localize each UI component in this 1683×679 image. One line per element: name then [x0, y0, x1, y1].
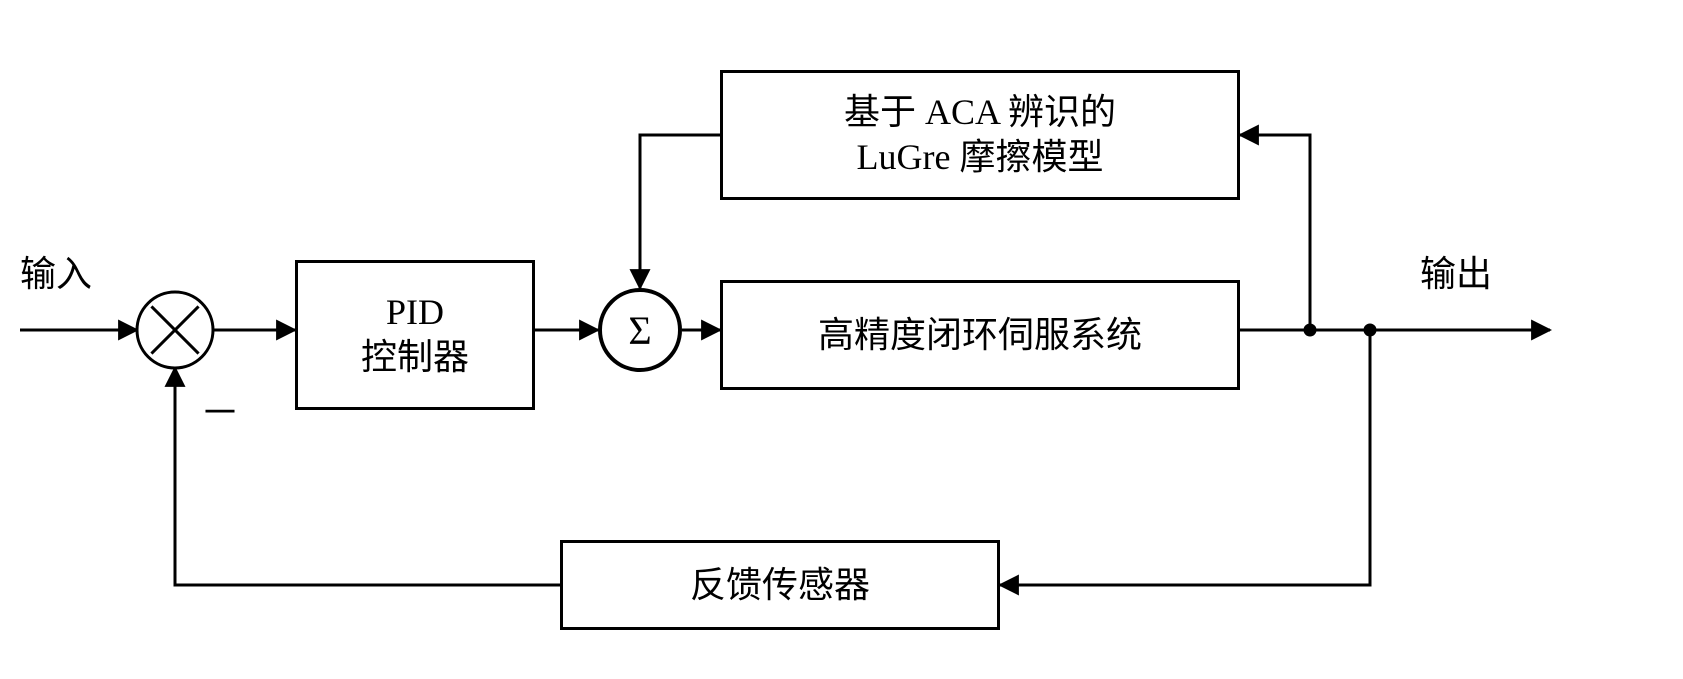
feedback-sensor-box: 反馈传感器: [560, 540, 1000, 630]
edge-out-to-lugre: [1240, 135, 1310, 330]
lugre-line1: 基于 ACA 辨识的: [844, 90, 1116, 135]
edge-lugre-to-sigma: [640, 135, 720, 288]
output-label: 输出: [1420, 245, 1492, 297]
pid-line1: PID: [361, 290, 469, 335]
sigma-summing-node: Σ: [598, 288, 682, 372]
lugre-line2: LuGre 摩擦模型: [844, 135, 1116, 180]
lugre-model-box: 基于 ACA 辨识的 LuGre 摩擦模型: [720, 70, 1240, 200]
diagram-canvas: 输入 输出 － PID 控制器 Σ 基于 ACA 辨识的 LuGre 摩擦模型 …: [0, 0, 1683, 679]
servo-text: 高精度闭环伺服系统: [818, 313, 1142, 358]
servo-system-box: 高精度闭环伺服系统: [720, 280, 1240, 390]
pid-line2: 控制器: [361, 335, 469, 380]
minus-label: －: [200, 380, 240, 438]
pid-controller-box: PID 控制器: [295, 260, 535, 410]
sensor-text: 反馈传感器: [690, 563, 870, 608]
sigma-symbol: Σ: [628, 307, 651, 354]
input-label: 输入: [20, 245, 92, 297]
